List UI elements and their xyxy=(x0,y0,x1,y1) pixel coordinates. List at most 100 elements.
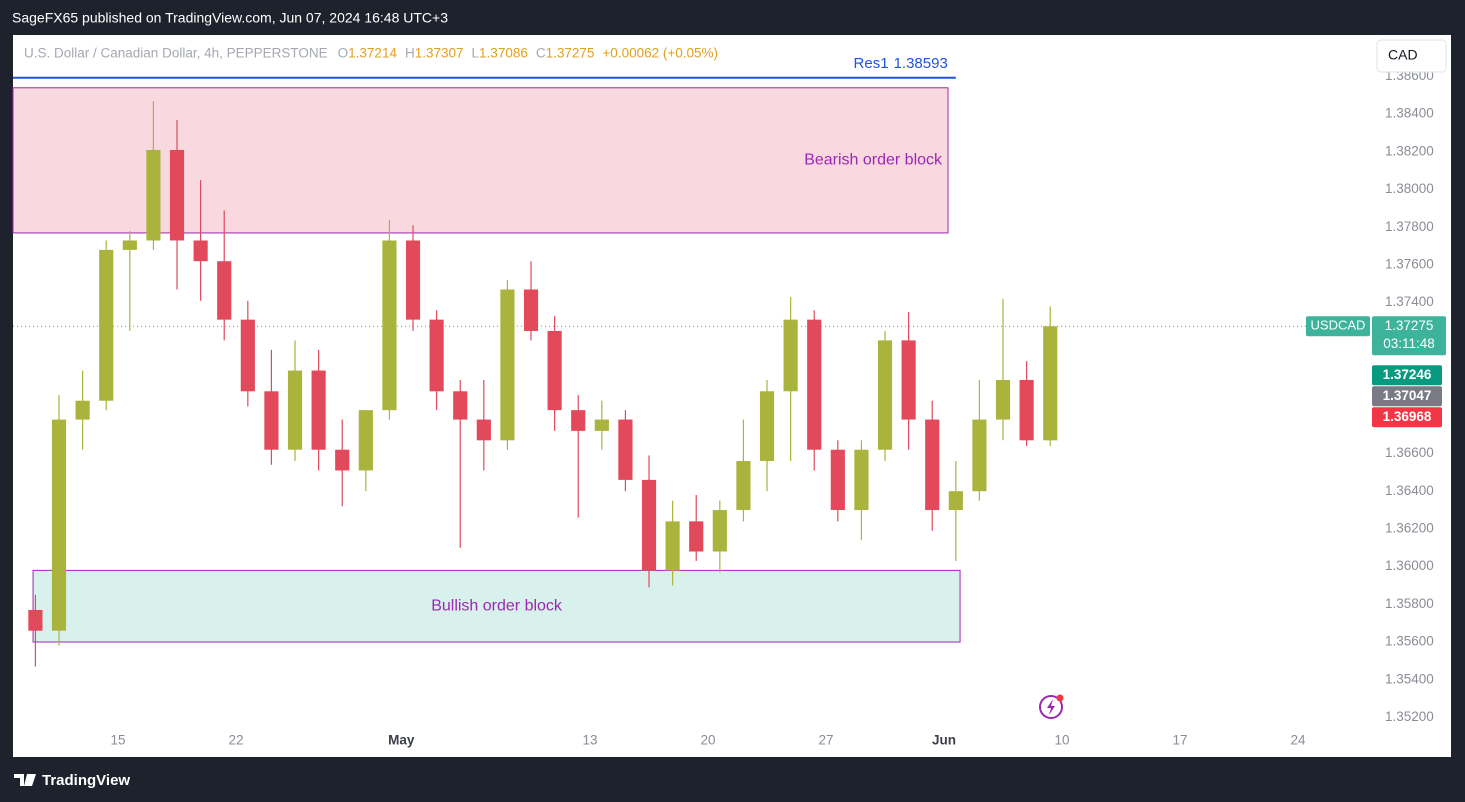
candle-body xyxy=(217,261,232,320)
candle-body xyxy=(736,461,751,511)
ohlc-value: 1.37214 xyxy=(348,46,397,61)
price-tag-label: 1.36968 xyxy=(1383,409,1432,424)
order-block xyxy=(12,87,949,234)
candle-body xyxy=(311,370,326,450)
order-block xyxy=(32,569,961,643)
candle-body xyxy=(193,240,208,262)
candle-body xyxy=(830,449,845,511)
candle-body xyxy=(712,510,727,552)
x-tick-label: 13 xyxy=(583,733,598,748)
price-tag-label: 1.37047 xyxy=(1383,388,1432,403)
price-tag-label: 1.37246 xyxy=(1383,367,1432,382)
countdown-label: 03:11:48 xyxy=(1383,336,1435,351)
candle-body xyxy=(925,419,940,511)
candle-body xyxy=(759,391,775,462)
ohlc-label: C xyxy=(536,46,546,61)
candle-body xyxy=(287,370,303,450)
price-tag xyxy=(1372,386,1442,407)
y-tick-label: 1.37800 xyxy=(1385,219,1434,234)
publisher: SageFX65 published on TradingView.com, J… xyxy=(12,10,448,26)
x-tick-label: Jun xyxy=(932,733,956,748)
y-tick-label: 1.37400 xyxy=(1385,294,1434,309)
y-tick-label: 1.36200 xyxy=(1385,520,1434,535)
candle-body xyxy=(264,391,279,450)
currency-label: CAD xyxy=(1388,47,1418,63)
candle-body xyxy=(358,410,373,471)
resistance-value: 1.38593 xyxy=(894,55,948,72)
brand-logo xyxy=(14,774,36,786)
ohlc-label: O xyxy=(338,46,349,61)
x-tick-label: May xyxy=(388,733,415,748)
ohlc-value: +0.00062 (+0.05%) xyxy=(602,46,718,61)
candle-body xyxy=(1043,326,1058,441)
candle-body xyxy=(335,449,350,471)
x-tick-label: 27 xyxy=(819,733,834,748)
candle-body xyxy=(453,391,468,420)
symbol-tag xyxy=(1306,316,1370,337)
candle-body xyxy=(1019,379,1034,441)
resistance-label: Res1 xyxy=(854,55,889,72)
candle-body xyxy=(99,249,114,401)
ohlc-value: 1.37086 xyxy=(479,46,528,61)
y-tick-label: 1.36400 xyxy=(1385,483,1434,498)
last-price-tag xyxy=(1372,316,1446,356)
y-tick-label: 1.37600 xyxy=(1385,257,1434,272)
last-price-label: 1.37275 xyxy=(1385,318,1434,333)
order-block-label: Bearish order block xyxy=(804,152,943,169)
x-tick-label: 15 xyxy=(111,733,126,748)
x-tick-label: 17 xyxy=(1173,733,1188,748)
candle-body xyxy=(618,419,633,480)
symbol-tag-label: USDCAD xyxy=(1311,318,1366,333)
candle-body xyxy=(854,449,869,511)
order-block-label: Bullish order block xyxy=(431,597,563,614)
candle-body xyxy=(877,340,893,450)
ohlc-label: L xyxy=(472,46,480,61)
candle-body xyxy=(547,330,562,411)
candle-body xyxy=(146,149,161,241)
candle-body xyxy=(901,340,916,420)
y-tick-label: 1.38400 xyxy=(1385,106,1434,121)
candle-body xyxy=(405,240,421,320)
candle-body xyxy=(571,410,586,431)
y-tick-label: 1.36600 xyxy=(1385,445,1434,460)
candle-body xyxy=(28,609,43,631)
candle-body xyxy=(807,319,822,450)
candle-body xyxy=(948,491,963,511)
candle-body xyxy=(75,400,90,420)
ohlc-label: H xyxy=(405,46,415,61)
candle-body xyxy=(51,419,67,631)
y-tick-label: 1.35400 xyxy=(1385,671,1434,686)
candle-body xyxy=(783,319,798,392)
lightning-icon xyxy=(1039,694,1064,719)
chart: Bearish order block Bullish order block 1.… xyxy=(12,39,1447,748)
x-tick-label: 10 xyxy=(1055,733,1070,748)
currency-button xyxy=(1376,39,1447,73)
candle-body xyxy=(523,289,539,331)
candle-body xyxy=(122,240,137,250)
candle-body xyxy=(429,319,444,392)
y-tick-label: 1.38200 xyxy=(1385,143,1434,158)
y-tick-label: 1.35800 xyxy=(1385,596,1434,611)
candle-body xyxy=(995,379,1011,420)
candle-body xyxy=(476,419,491,441)
candle-body xyxy=(594,419,609,431)
x-tick-label: 24 xyxy=(1291,733,1307,748)
candle-body xyxy=(665,521,680,571)
x-tick-label: 22 xyxy=(229,733,244,748)
candle-body xyxy=(382,240,397,411)
price-tag xyxy=(1372,407,1442,428)
instrument-title: U.S. Dollar / Canadian Dollar, 4h, PEPPE… xyxy=(24,46,328,61)
y-tick-label: 1.38000 xyxy=(1385,181,1434,196)
brand: TradingView xyxy=(42,772,130,789)
candle-body xyxy=(972,419,987,492)
y-tick-label: 1.36000 xyxy=(1385,558,1434,573)
x-tick-label: 20 xyxy=(701,733,716,748)
y-tick-label: 1.35200 xyxy=(1385,709,1434,724)
ohlc-value: 1.37307 xyxy=(415,46,464,61)
candle-body xyxy=(169,149,185,241)
candle-body xyxy=(240,319,255,392)
candle-body xyxy=(689,521,704,552)
y-tick-label: 1.35600 xyxy=(1385,634,1434,649)
